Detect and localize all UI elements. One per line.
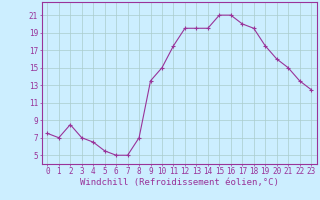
X-axis label: Windchill (Refroidissement éolien,°C): Windchill (Refroidissement éolien,°C) [80, 178, 279, 187]
